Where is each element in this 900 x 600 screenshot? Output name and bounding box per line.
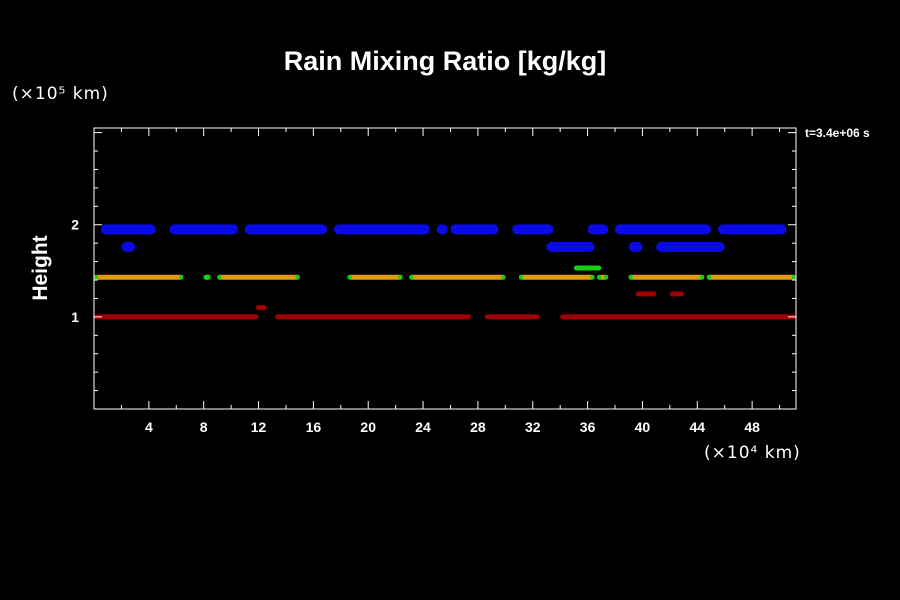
data-band-edge-2-7-a <box>628 275 633 280</box>
y-axis-unit: (×10⁵ km) <box>12 84 109 104</box>
data-band-red-6-2 <box>484 314 540 320</box>
x-tick-label-20: 20 <box>360 419 376 435</box>
data-band-edge-2-4-b <box>501 275 506 280</box>
data-band-red-5-0 <box>255 305 267 311</box>
x-tick-label-44: 44 <box>689 419 705 435</box>
data-band-edge-2-1-a <box>203 275 208 280</box>
data-band-edge-2-5-b <box>590 275 595 280</box>
data-band-edge-2-7-b <box>700 275 705 280</box>
data-band-blue-0-9 <box>717 224 787 235</box>
x-tick-label-12: 12 <box>251 419 267 435</box>
x-tick-label-36: 36 <box>580 419 596 435</box>
time-stamp: t=3.4e+06 s <box>805 126 870 140</box>
data-band-orange-2-5 <box>519 274 595 280</box>
data-band-green-3-0 <box>573 265 602 271</box>
x-tick-label-4: 4 <box>145 419 153 435</box>
data-band-red-6-1 <box>274 314 472 320</box>
data-band-blue-0-3 <box>333 224 430 235</box>
data-band-blue-1-3 <box>656 241 725 252</box>
data-band-edge-2-0-a <box>94 275 98 280</box>
x-tick-label-48: 48 <box>744 419 760 435</box>
x-tick-label-24: 24 <box>415 419 431 435</box>
data-band-orange-2-8 <box>706 274 796 280</box>
data-band-blue-0-6 <box>512 224 554 235</box>
chart-title: Rain Mixing Ratio [kg/kg] <box>283 46 607 76</box>
data-band-edge-2-5-a <box>519 275 524 280</box>
data-band-edge-2-4-a <box>409 275 414 280</box>
x-tick-label-32: 32 <box>525 419 541 435</box>
y-tick-label-1: 1 <box>71 309 79 325</box>
data-band-red-6-3 <box>560 314 796 320</box>
x-tick-label-28: 28 <box>470 419 486 435</box>
data-band-red-4-1 <box>669 291 684 297</box>
data-band-red-6-0 <box>94 314 259 320</box>
data-band-blue-1-1 <box>546 241 595 252</box>
data-band-edge-2-6-a <box>597 275 602 280</box>
x-tick-label-40: 40 <box>635 419 651 435</box>
data-band-edge-2-3-a <box>347 275 352 280</box>
x-tick-label-16: 16 <box>306 419 322 435</box>
data-band-edge-2-0-b <box>179 275 184 280</box>
data-band-edge-2-6-b <box>604 275 609 280</box>
data-band-orange-2-0 <box>94 274 184 280</box>
data-band-blue-0-1 <box>169 224 238 235</box>
data-band-blue-1-2 <box>628 241 643 252</box>
data-band-edge-2-8-b <box>792 275 796 280</box>
data-band-red-4-0 <box>635 291 657 297</box>
data-band-orange-2-2 <box>217 274 300 280</box>
data-band-orange-2-7 <box>628 274 705 280</box>
data-band-edge-2-2-b <box>295 275 300 280</box>
x-tick-label-8: 8 <box>200 419 208 435</box>
data-band-edge-2-3-b <box>398 275 403 280</box>
y-tick-label-2: 2 <box>71 217 79 233</box>
data-band-edge-2-1-b <box>206 275 211 280</box>
data-band-blue-0-7 <box>587 224 609 235</box>
data-band-blue-1-0 <box>121 241 136 252</box>
plot-frame <box>93 127 797 410</box>
data-band-blue-0-8 <box>615 224 711 235</box>
data-band-blue-0-5 <box>450 224 499 235</box>
data-band-blue-0-2 <box>244 224 328 235</box>
data-band-blue-0-0 <box>100 224 156 235</box>
data-band-edge-2-8-a <box>706 275 711 280</box>
data-band-orange-2-4 <box>409 274 506 280</box>
data-band-orange-2-3 <box>347 274 403 280</box>
data-band-blue-0-4 <box>436 224 448 235</box>
x-axis-unit: (×10⁴ km) <box>704 443 801 463</box>
data-band-edge-2-2-a <box>217 275 222 280</box>
